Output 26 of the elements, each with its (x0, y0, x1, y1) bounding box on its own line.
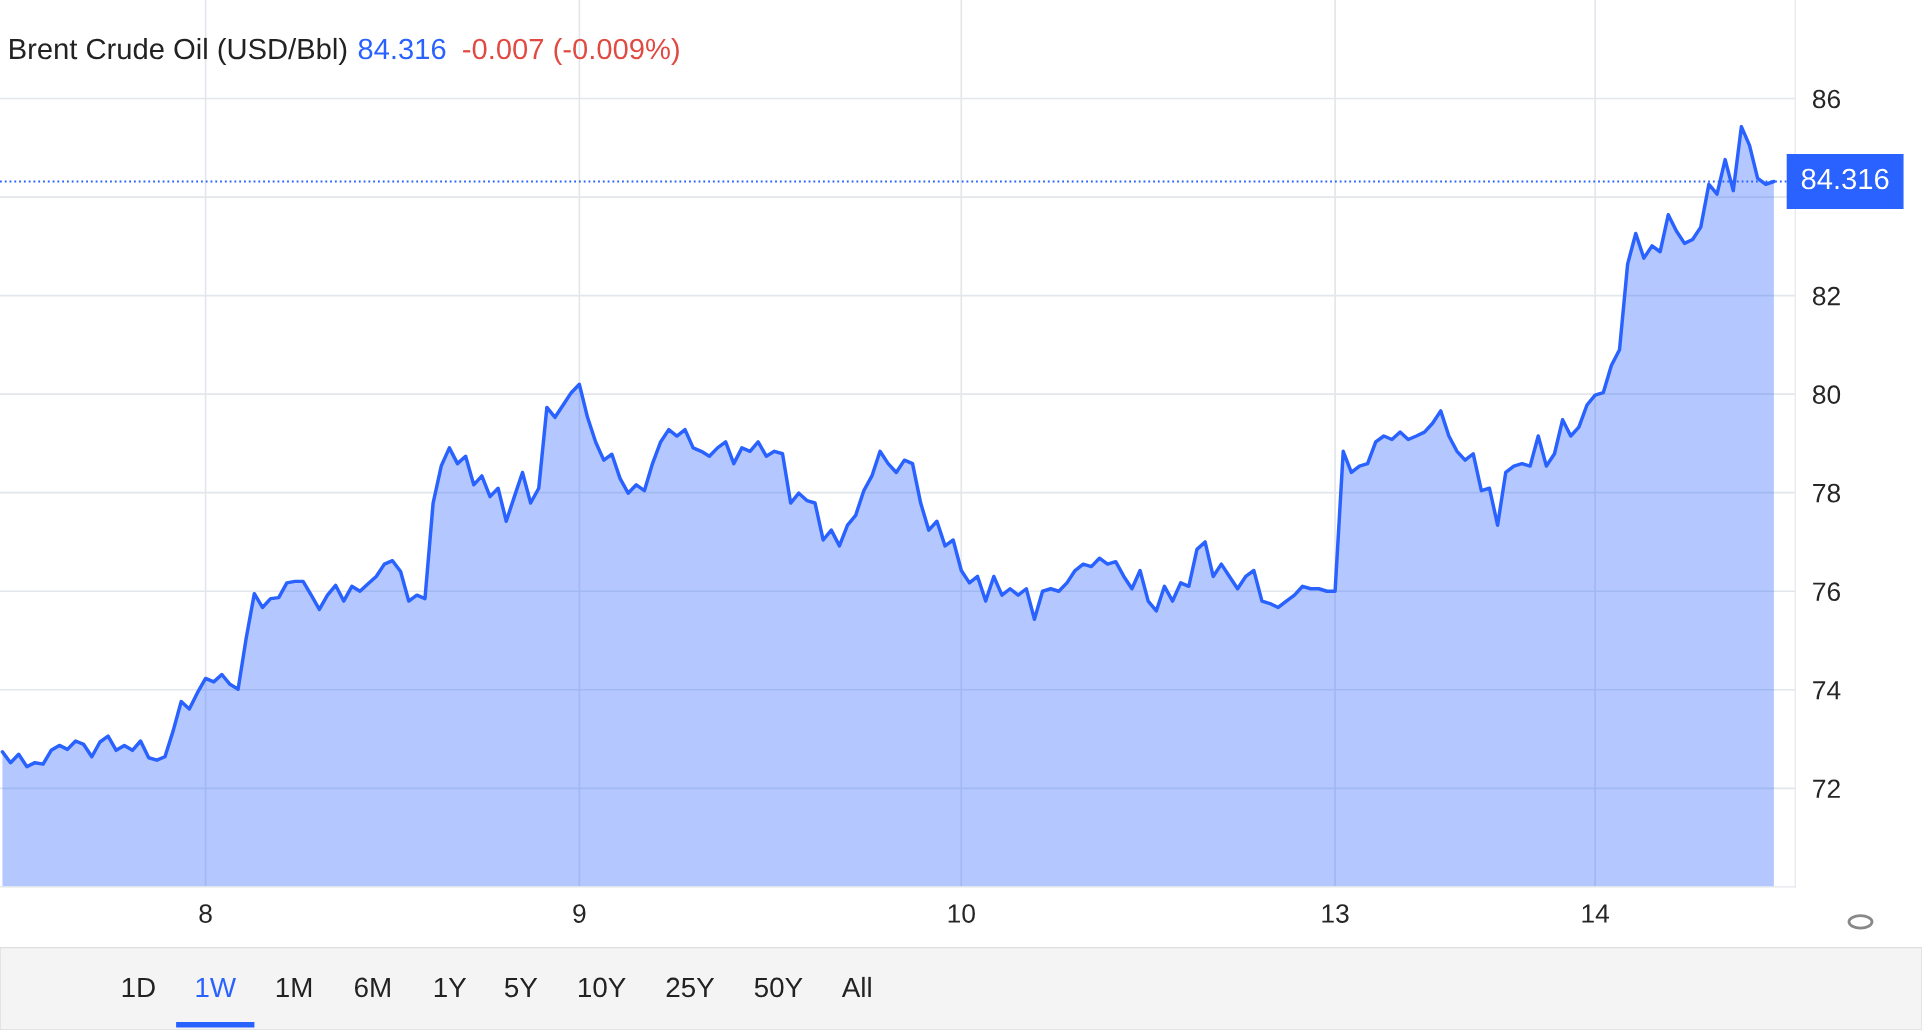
y-tick-label: 80 (1812, 385, 1841, 404)
text: Brent Crude Oil (USD/Bbl) (10, 37, 347, 66)
text: 1D (122, 977, 155, 998)
x-tick-label: 9 (573, 904, 586, 923)
y-tick-label: 82 (1812, 286, 1840, 306)
text: 25Y (666, 977, 715, 998)
x-tick-label: 13 (1322, 904, 1349, 923)
y-tick-label: 72 (1813, 779, 1840, 798)
text: 5Y (504, 977, 538, 998)
y-tick-label: 74 (1813, 681, 1841, 700)
x-tick-label: 8 (199, 904, 212, 923)
ref-line-label: 84.316 (1801, 168, 1889, 190)
text: 6M (354, 977, 390, 998)
text: 10Y (578, 977, 626, 998)
text: 1W (196, 977, 236, 998)
text: 1M (276, 977, 312, 998)
y-tick-label: 76 (1813, 582, 1841, 602)
y-tick-label: 78 (1813, 483, 1841, 503)
x-tick-label: 14 (1582, 904, 1610, 923)
text: 50Y (754, 977, 803, 998)
x-tick-label: 10 (948, 904, 975, 923)
text: 1Y (434, 977, 467, 998)
annotation: 84.316 (358, 38, 446, 60)
y-tick-label: 86 (1812, 89, 1841, 109)
text: All (841, 976, 871, 998)
annotation: -0.007 (-0.009%) (463, 37, 679, 66)
